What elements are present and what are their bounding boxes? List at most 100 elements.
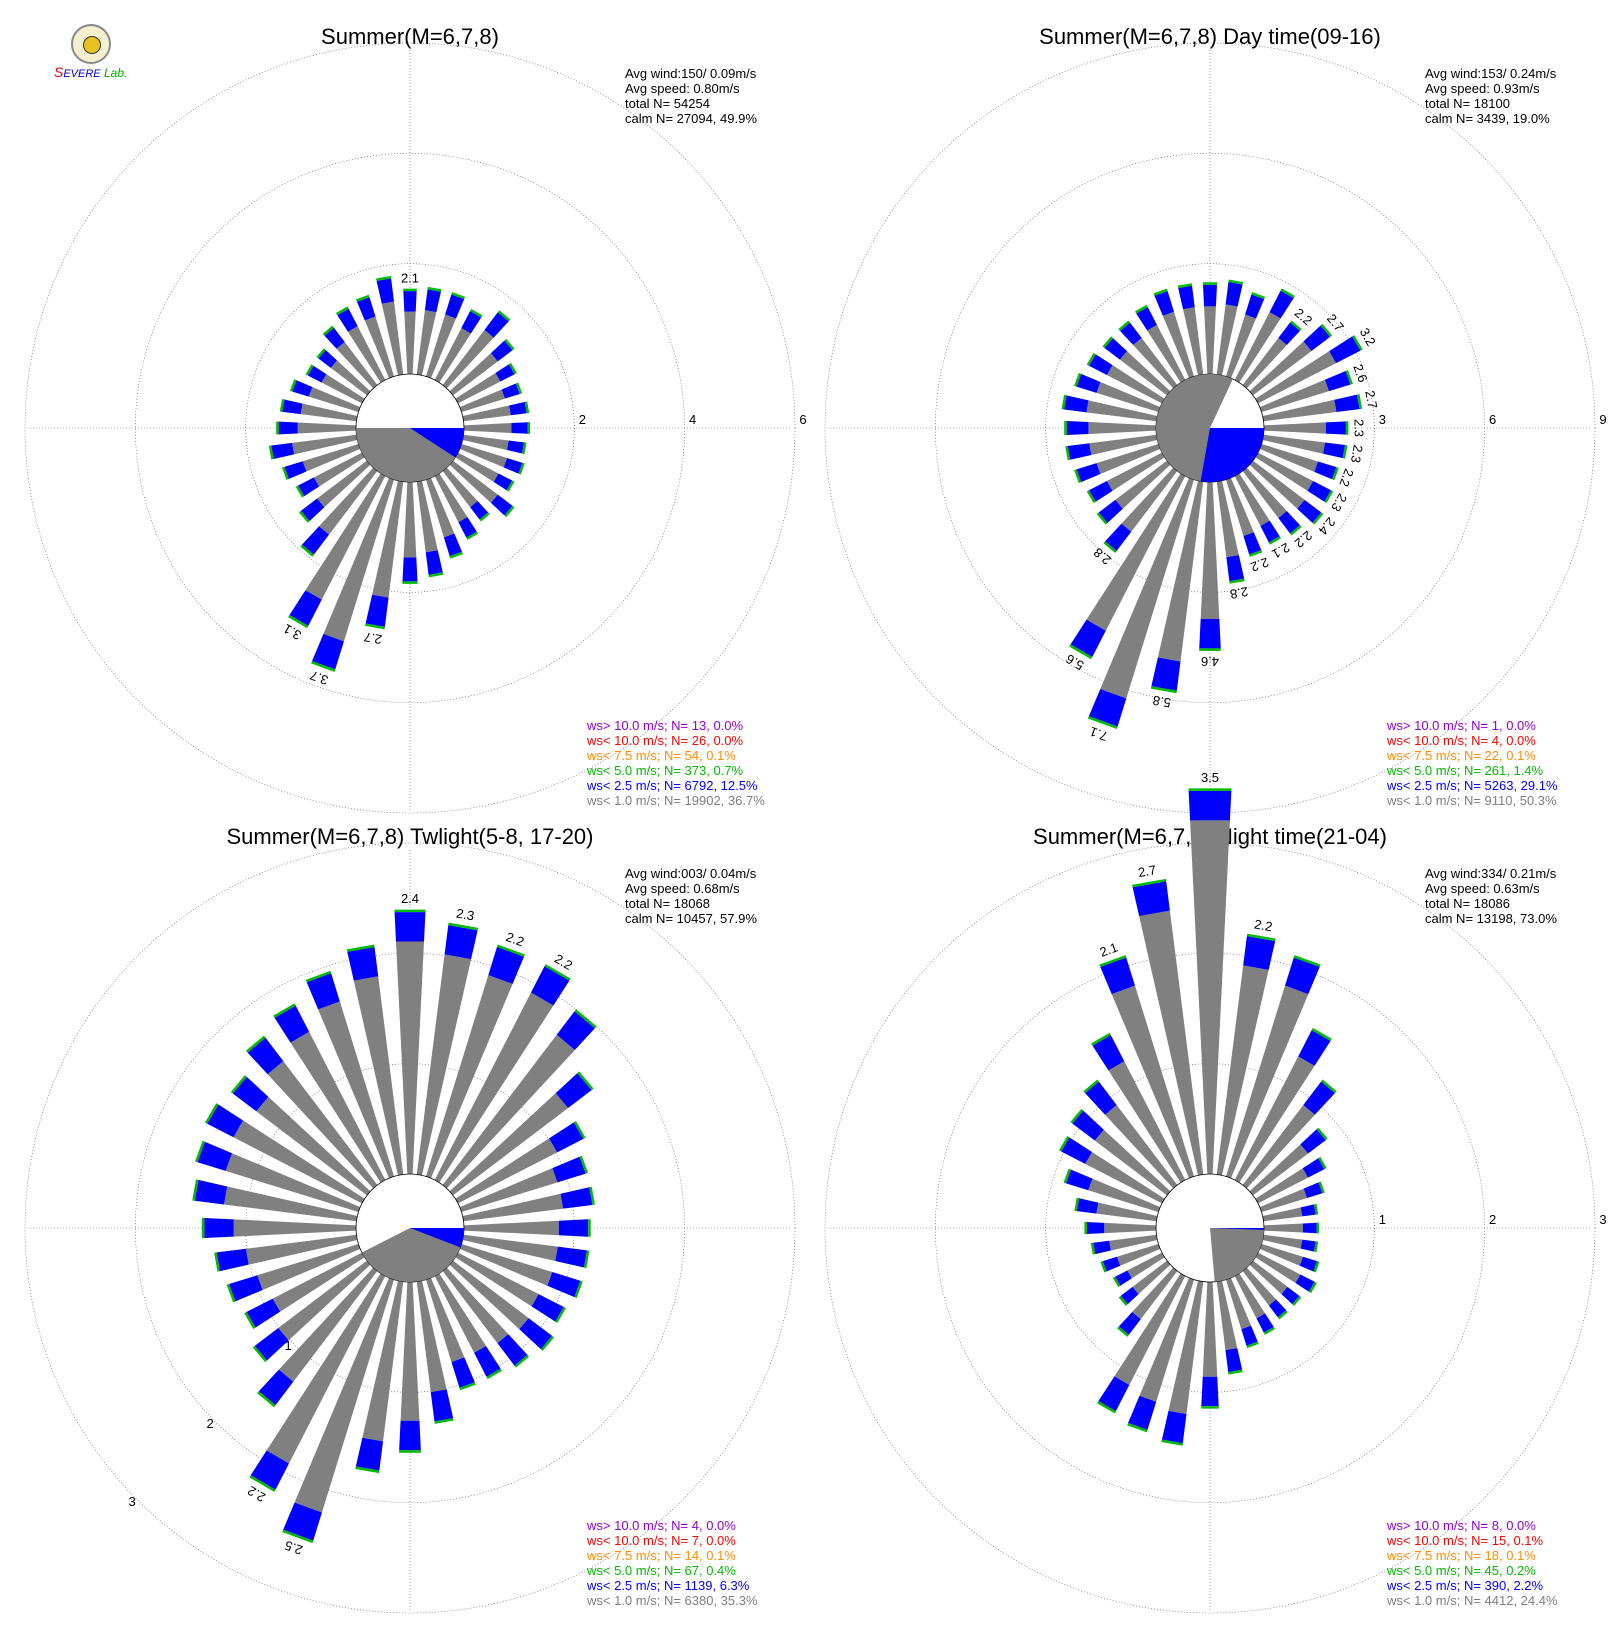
- wind-rose-panel: Summer(M=6,7,8) Twlight(5-8, 17-20) 1 2 3 2.…: [24, 824, 796, 1614]
- stats-line: Avg wind:003/ 0.04m/s: [625, 866, 757, 881]
- stats-line: Avg speed: 0.63m/s: [1425, 881, 1540, 896]
- direction-bar: [463, 1219, 591, 1237]
- direction-bar: [305, 364, 365, 404]
- direction-bar: [355, 1280, 404, 1474]
- direction-bar: [1201, 1281, 1219, 1409]
- direction-bar: [1234, 1273, 1276, 1335]
- direction-bar: [1249, 1127, 1328, 1196]
- direction-bar: [1234, 473, 1282, 545]
- stats-line: Avg speed: 0.80m/s: [625, 81, 740, 96]
- direction-bar: [416, 480, 444, 578]
- calm-wedge-blue: [410, 428, 464, 458]
- range-ring: [824, 842, 1596, 1614]
- direction-bar: [273, 1003, 386, 1183]
- direction-bar: [1061, 394, 1158, 422]
- stats-line: total N= 54254: [625, 96, 710, 111]
- direction-bar: [459, 1155, 589, 1213]
- bar-value-label: 2.1: [401, 270, 419, 285]
- direction-bar: [1091, 1032, 1186, 1183]
- legend-entry: ws< 7.5 m/s; N= 14, 0.1%: [586, 1548, 736, 1563]
- direction-bar: [1070, 1108, 1171, 1196]
- legend-entry: ws> 10.0 m/s; N= 1, 0.0%: [1386, 718, 1536, 733]
- direction-bar: [244, 1252, 365, 1329]
- direction-bar: [425, 292, 466, 379]
- direction-bar: [1118, 320, 1178, 389]
- legend-entry: ws> 10.0 m/s; N= 13, 0.0%: [586, 718, 744, 733]
- direction-bar: [192, 1179, 358, 1222]
- ring-label: 2: [207, 1416, 214, 1431]
- direction-bar: [1161, 1280, 1204, 1446]
- ring-label: 3: [1379, 412, 1386, 427]
- direction-bar: [1249, 1260, 1302, 1306]
- direction-bar: [1083, 1079, 1178, 1189]
- direction-bar: [279, 398, 358, 422]
- legend-entry: ws< 1.0 m/s; N= 9110, 50.3%: [1386, 793, 1557, 808]
- stats-line: calm N= 10457, 57.9%: [625, 911, 757, 926]
- direction-bar: [365, 480, 404, 630]
- direction-bar: [316, 348, 371, 396]
- ring-label: 3: [128, 1494, 135, 1509]
- legend-entry: ws< 5.0 m/s; N= 261, 1.4%: [1386, 763, 1544, 778]
- calm-wedge-blue: [1200, 428, 1264, 482]
- legend-entry: ws< 1.0 m/s; N= 6380, 35.3%: [586, 1593, 758, 1608]
- direction-bar: [1242, 320, 1302, 389]
- stats-line: total N= 18100: [1425, 96, 1510, 111]
- direction-bar: [322, 325, 378, 389]
- direction-bar: [463, 422, 531, 434]
- direction-bar: [289, 379, 361, 413]
- bar-value-label: 2.6: [1350, 362, 1370, 384]
- direction-bar: [249, 1273, 386, 1492]
- bar-value-label: 2.4: [401, 891, 419, 906]
- bar-value-label: 2.2: [552, 951, 575, 973]
- direction-bar: [1255, 1252, 1317, 1294]
- direction-bar: [1255, 452, 1334, 504]
- direction-bar: [1225, 1277, 1259, 1349]
- direction-bar: [416, 1280, 454, 1424]
- bar-value-label: 2.3: [1348, 444, 1366, 464]
- direction-bar: [459, 382, 523, 413]
- direction-bar: [455, 1121, 586, 1204]
- direction-bar: [1249, 460, 1324, 525]
- direction-bar: [214, 1234, 358, 1272]
- direction-bar: [394, 909, 426, 1175]
- range-ring: [935, 153, 1485, 703]
- ring-label: 4: [689, 412, 696, 427]
- direction-bar: [1074, 372, 1161, 413]
- direction-bar: [459, 1243, 583, 1299]
- direction-bar: [282, 1277, 395, 1544]
- wind-rose-panel: Summer(M=6,7,8) 2 4 6 2.1 2.7 3.7 3.1 Avg wind:1…: [24, 24, 807, 814]
- calm-wedge-gray: [1210, 1228, 1264, 1282]
- direction-bar: [1225, 292, 1266, 379]
- direction-bar: [376, 275, 404, 376]
- bar-value-label: 2.2: [1337, 467, 1357, 489]
- direction-bar: [1234, 288, 1296, 383]
- direction-bar: [402, 481, 418, 584]
- legend-entry: ws< 7.5 m/s; N= 54, 0.1%: [586, 748, 736, 763]
- legend-entry: ws< 10.0 m/s; N= 7, 0.0%: [586, 1533, 736, 1548]
- direction-bar: [1087, 477, 1195, 730]
- direction-bar: [1069, 473, 1186, 660]
- bar-value-label: 2.7: [363, 629, 383, 647]
- direction-bar: [449, 338, 515, 396]
- stats-line: Avg speed: 0.93m/s: [1425, 81, 1540, 96]
- direction-bar: [1262, 1203, 1319, 1222]
- direction-bar: [1086, 352, 1165, 404]
- legend-entry: ws< 2.5 m/s; N= 390, 2.2%: [1386, 1578, 1544, 1593]
- direction-bar: [335, 306, 386, 383]
- direction-bar: [1249, 323, 1333, 396]
- range-ring: [24, 842, 796, 1614]
- direction-bar: [455, 1252, 566, 1323]
- stats-line: Avg wind:150/ 0.09m/s: [625, 66, 757, 81]
- direction-bar: [1242, 1267, 1288, 1320]
- bar-value-label: 2.2: [1253, 916, 1273, 934]
- bar-value-label: 2.3: [1352, 419, 1367, 437]
- direction-bar: [449, 1071, 594, 1196]
- bar-value-label: 2.8: [1229, 584, 1249, 602]
- direction-bar: [1202, 282, 1218, 375]
- direction-bar: [442, 1009, 597, 1189]
- direction-bar: [1153, 288, 1195, 379]
- ring-label: 2: [1489, 1212, 1496, 1227]
- direction-bar: [1216, 480, 1245, 584]
- bar-value-label: 3.5: [1201, 770, 1219, 785]
- legend-entry: ws< 5.0 m/s; N= 373, 0.7%: [586, 763, 744, 778]
